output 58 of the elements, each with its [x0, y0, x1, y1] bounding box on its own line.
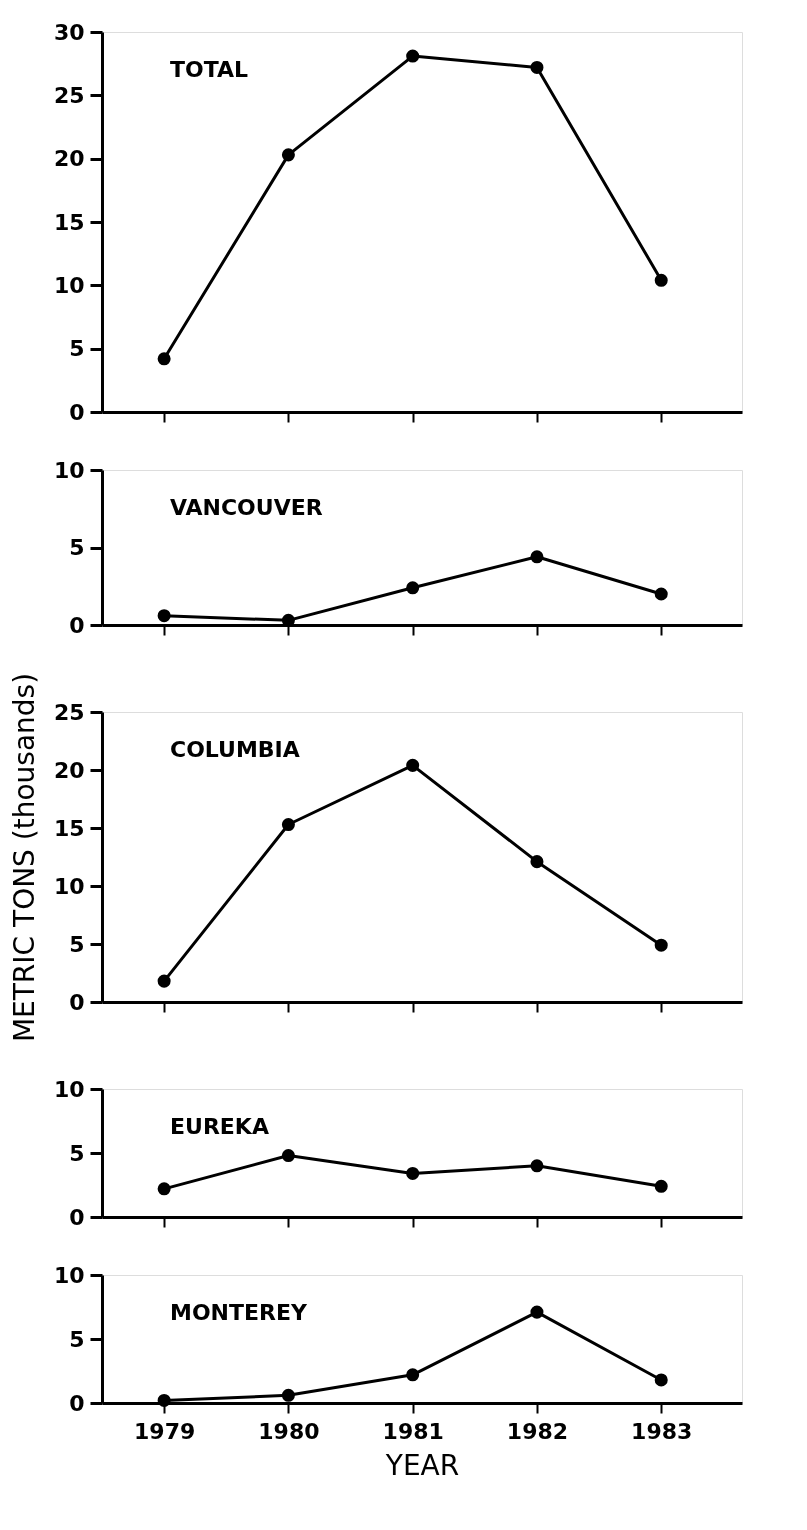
y-tick-label: 10 — [53, 873, 85, 899]
y-tick-label: 25 — [53, 699, 85, 725]
x-axis-title: YEAR — [384, 1448, 460, 1482]
y-tick-label: 5 — [69, 1326, 85, 1352]
text: COLUMBIA — [170, 737, 300, 762]
y-tick-label: 15 — [53, 209, 85, 235]
x-tick-label: 1980 — [258, 1418, 320, 1444]
x-tick-label: 1983 — [631, 1418, 693, 1444]
y-tick-label: 20 — [53, 146, 85, 172]
y-tick-label: 0 — [69, 1390, 85, 1416]
point — [406, 1368, 420, 1382]
text: MONTEREY — [170, 1300, 309, 1325]
point — [406, 49, 420, 63]
point — [281, 818, 295, 832]
point — [157, 1393, 171, 1407]
y-tick-label: 10 — [53, 272, 85, 298]
point — [654, 1179, 668, 1193]
point — [530, 1305, 544, 1319]
point — [530, 550, 544, 564]
y-tick-label: 10 — [53, 457, 85, 483]
x-tick-label: 1981 — [382, 1418, 444, 1444]
point — [157, 609, 171, 623]
y-tick-label: 30 — [53, 19, 85, 45]
y-tick-label: 10 — [53, 1262, 85, 1288]
y-tick-label: 0 — [69, 1204, 85, 1230]
y-tick-label: 0 — [69, 989, 85, 1015]
y-tick-label: 0 — [69, 399, 85, 425]
y-tick-label: 20 — [53, 757, 85, 783]
y-tick-label: 10 — [53, 1076, 85, 1102]
point — [157, 974, 171, 988]
y-tick-label: 15 — [53, 815, 85, 841]
text: VANCOUVER — [170, 495, 323, 520]
point — [654, 1373, 668, 1387]
point — [654, 938, 668, 952]
point — [157, 1182, 171, 1196]
y-axis-title: METRIC TONS (thousands) — [7, 672, 41, 1043]
x-tick-label: 1982 — [506, 1418, 569, 1444]
point — [654, 273, 668, 287]
y-tick-label: 25 — [53, 82, 85, 108]
x-tick-label: 1979 — [134, 1418, 196, 1444]
y-tick-label: 5 — [69, 1140, 85, 1166]
point — [406, 581, 420, 595]
point — [406, 758, 420, 772]
point — [530, 855, 544, 869]
series-label: EUREKA — [170, 1114, 269, 1139]
point — [530, 60, 544, 74]
point — [406, 1166, 420, 1180]
y-tick-label: 0 — [69, 612, 85, 638]
y-tick-label: 5 — [69, 931, 85, 957]
point — [281, 1388, 295, 1402]
y-tick-label: 5 — [69, 535, 85, 560]
point — [654, 587, 668, 601]
point — [281, 1149, 295, 1163]
text: TOTAL — [170, 57, 249, 82]
point — [157, 352, 171, 366]
y-tick-label: 5 — [69, 336, 85, 362]
point — [281, 148, 295, 162]
point — [530, 1159, 544, 1173]
